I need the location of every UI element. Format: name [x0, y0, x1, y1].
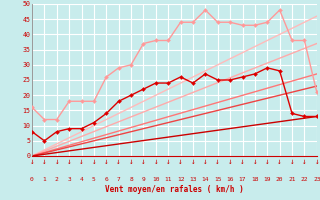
X-axis label: Vent moyen/en rafales ( km/h ): Vent moyen/en rafales ( km/h ) — [105, 185, 244, 194]
